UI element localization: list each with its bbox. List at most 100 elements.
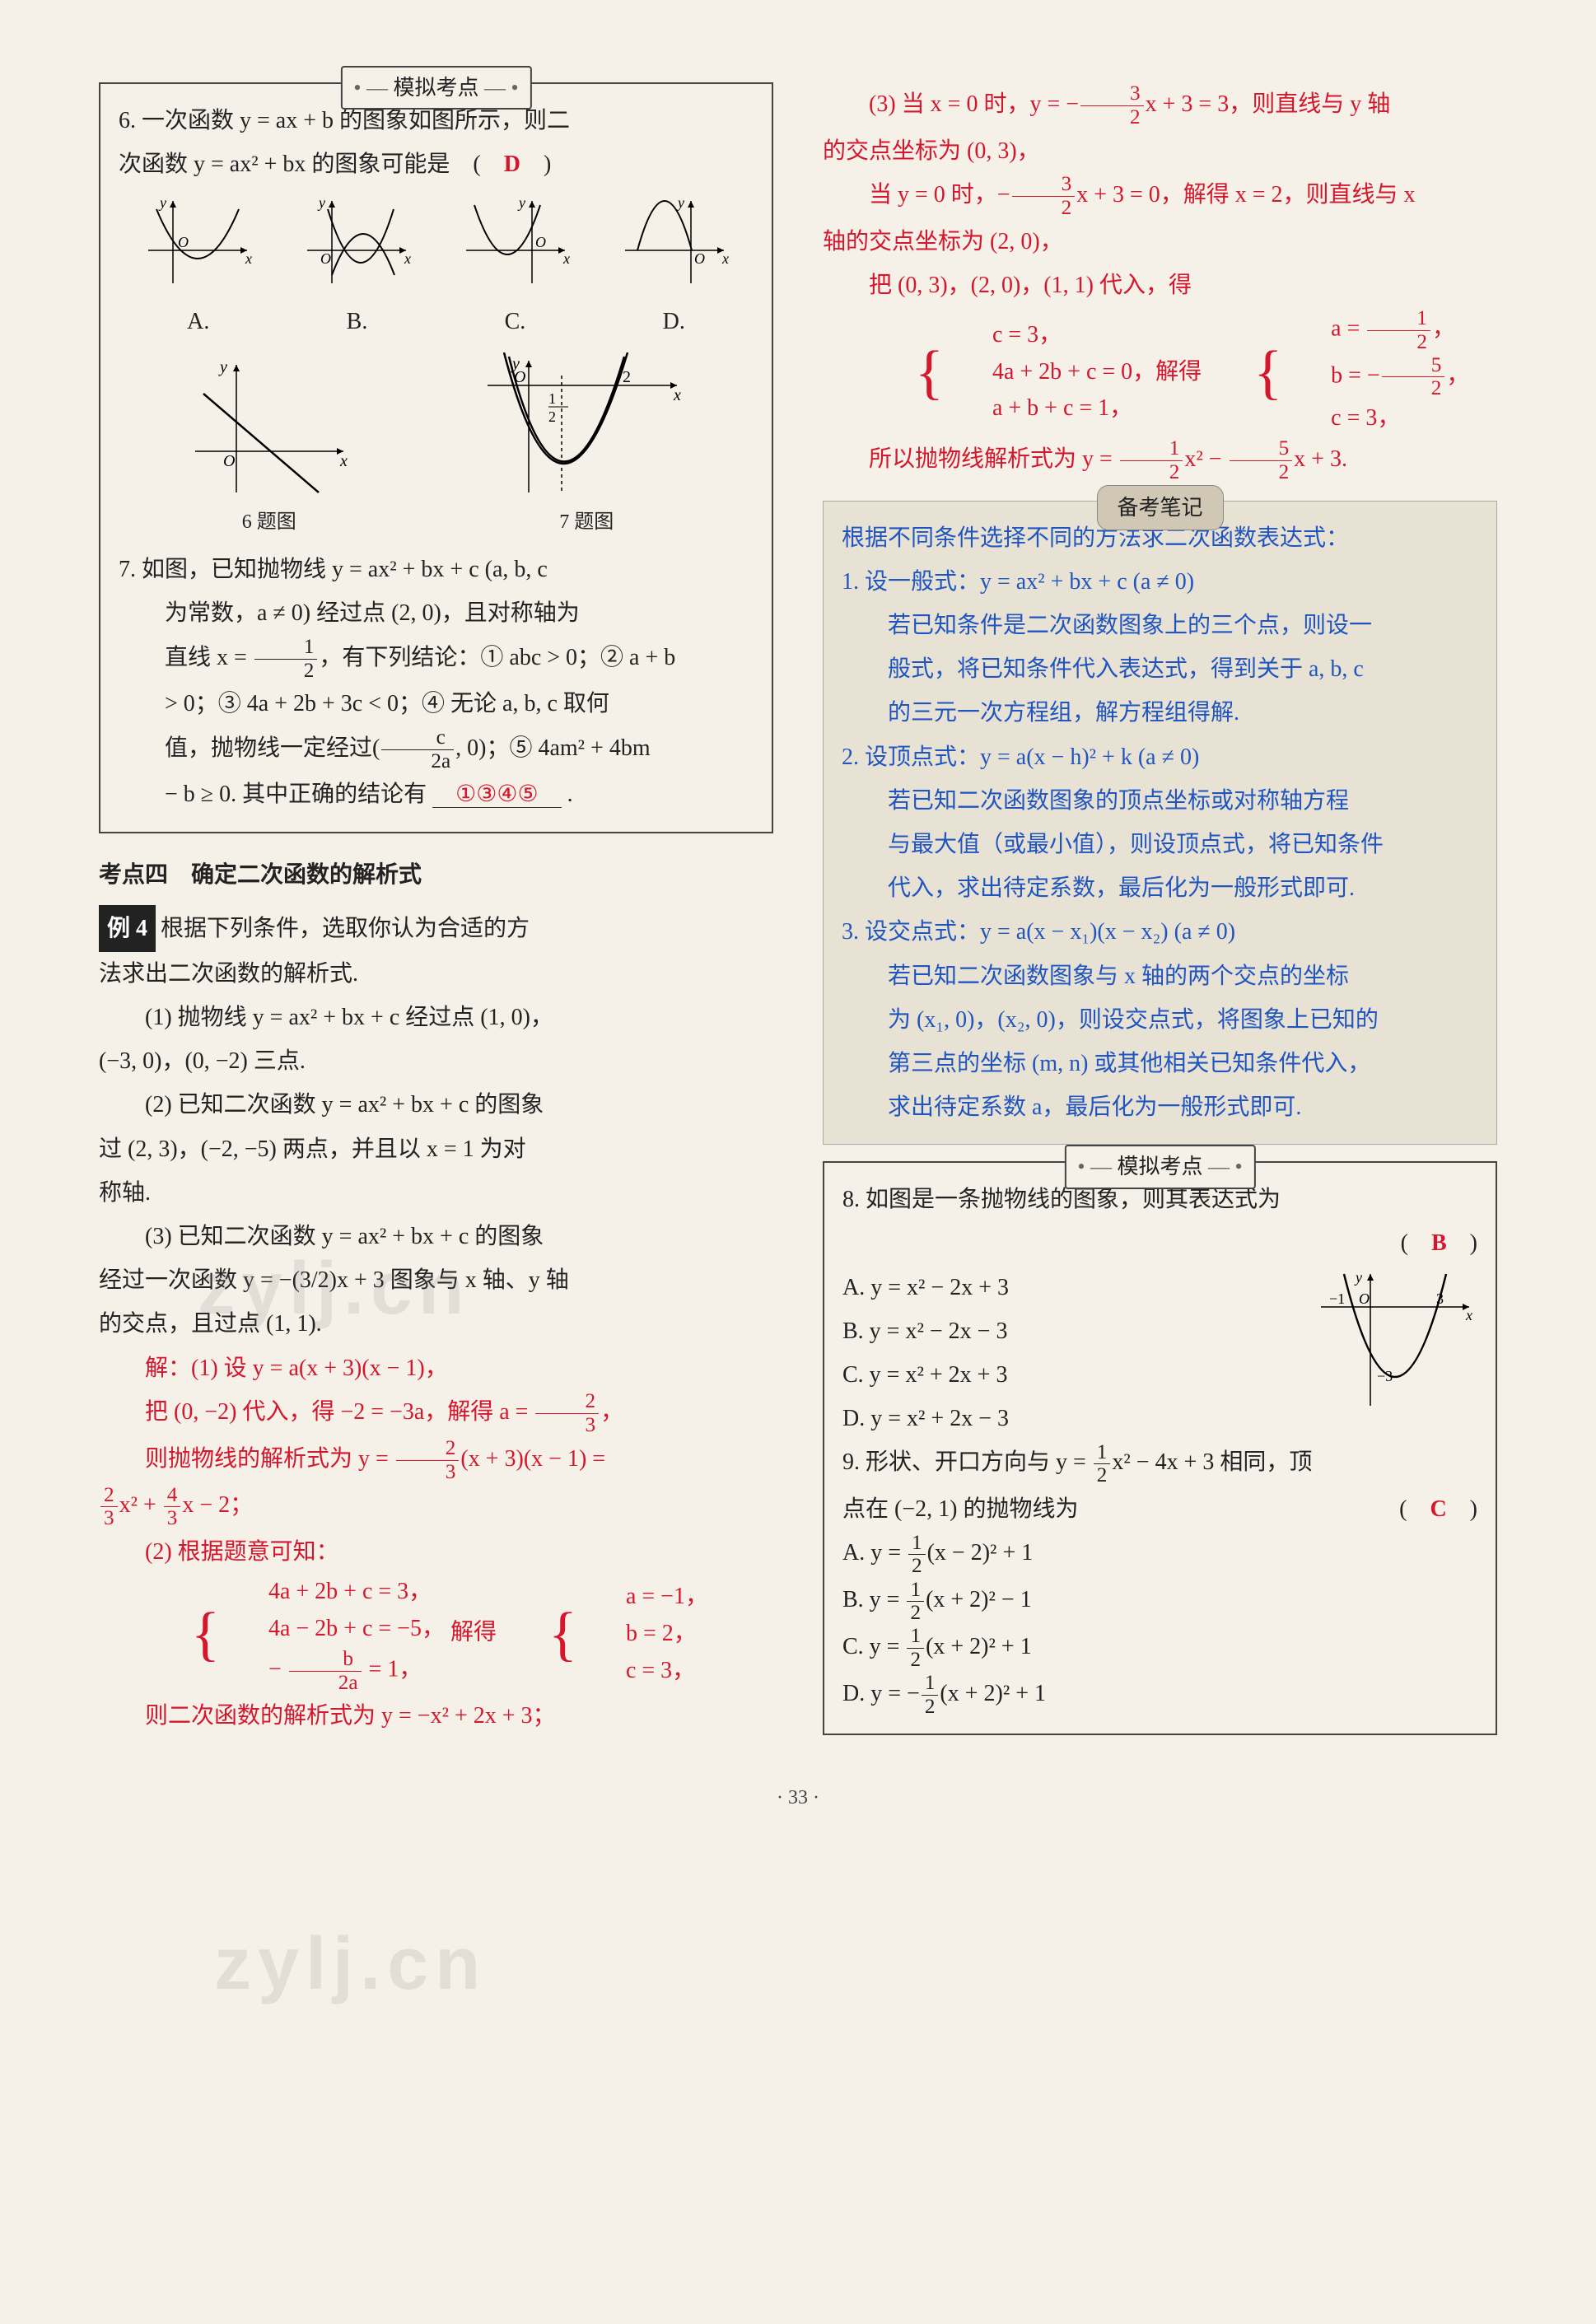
svg-text:x: x	[339, 452, 348, 470]
q8-body: A. y = x² − 2x + 3 B. y = x² − 2x − 3 C.…	[842, 1266, 1477, 1441]
parabola-c-icon: O x y	[458, 193, 573, 292]
svg-text:O: O	[694, 250, 705, 267]
q8-a: A. y = x² − 2x + 3	[842, 1266, 1296, 1309]
q7: 7. 如图，已知抛物线 y = ax² + bx + c (a, b, c 为常…	[119, 548, 754, 816]
page-two-column: 模拟考点 6. 一次函数 y = ax + b 的图象如图所示，则二 次函数 y…	[99, 82, 1497, 1755]
notes-content: 根据不同条件选择不同的方法求二次函数表达式： 1. 设一般式：y = ax² +…	[842, 516, 1478, 1130]
brace-icon: {	[869, 348, 944, 396]
ex4-line1: 例 4根据下列条件，选取你认为合适的方	[99, 905, 773, 952]
eq-system-3: { c = 3， 4a + 2b + c = 0，解得 a + b + c = …	[823, 307, 1497, 437]
ex4-line2: 法求出二次函数的解析式.	[99, 952, 773, 996]
parabola-d-icon: O x y	[617, 193, 732, 292]
eq-system-2: { 4a + 2b + c = 3， 4a − 2b + c = −5， − b…	[99, 1574, 773, 1694]
svg-text:y: y	[1354, 1269, 1362, 1286]
q9-c: C. y = 12(x + 2)² + 1	[842, 1625, 1477, 1672]
svg-text:−1: −1	[1329, 1290, 1345, 1307]
box-title-2: 模拟考点	[1064, 1145, 1255, 1188]
q9-b: B. y = 12(x + 2)² − 1	[842, 1578, 1477, 1625]
choice-a: A.	[187, 300, 209, 343]
p2c: 称轴.	[99, 1171, 773, 1215]
r3-l4: 轴的交点坐标为 (2, 0)，	[823, 220, 1497, 264]
notes-title: 备考笔记	[1096, 485, 1223, 530]
graph-B: O x y	[299, 193, 414, 292]
svg-text:y: y	[218, 358, 227, 376]
q7-answer: ①③④⑤	[432, 782, 561, 808]
q8-ans-line: ( B )	[842, 1221, 1477, 1265]
q6-answer: D	[504, 152, 520, 177]
q7-l4: > 0；③ 4a + 2b + 3c < 0；④ 无论 a, b, c 取何	[119, 682, 754, 726]
kd4-heading: 考点四 确定二次函数的解析式	[99, 853, 773, 897]
graph-C: O x y	[458, 193, 573, 292]
q6-choice-graphs: O x y O x	[119, 193, 754, 292]
q9-answer: C	[1430, 1496, 1446, 1522]
svg-text:y: y	[317, 194, 325, 211]
left-column: 模拟考点 6. 一次函数 y = ax + b 的图象如图所示，则二 次函数 y…	[99, 82, 773, 1755]
svg-text:2: 2	[623, 368, 631, 386]
graph-D: O x y	[617, 193, 732, 292]
q8: 8. 如图是一条抛物线的图象，则其表达式为 ( B ) A. y = x² − …	[842, 1178, 1477, 1440]
choice-c: C.	[505, 300, 526, 343]
q8-b: B. y = x² − 2x − 3	[842, 1309, 1296, 1353]
q6-choice-labels: A. B. C. D.	[119, 300, 754, 343]
p3b: 经过一次函数 y = −(3/2)x + 3 图象与 x 轴、y 轴	[99, 1258, 773, 1302]
q6-q7-stem-graphs: O x y 6 题图 O	[119, 352, 754, 542]
parabola-8-icon: O x y −1 3 −3	[1313, 1266, 1477, 1414]
q9: 9. 形状、开口方向与 y = 12x² − 4x + 3 相同，顶 点在 (−…	[842, 1440, 1477, 1718]
r3-l5: 把 (0, 3)，(2, 0)，(1, 1) 代入，得	[823, 264, 1497, 307]
svg-text:O: O	[223, 452, 235, 470]
p3a: (3) 已知二次函数 y = ax² + bx + c 的图象	[99, 1215, 773, 1258]
r3-l1: (3) 当 x = 0 时，y = −32x + 3 = 3，则直线与 y 轴	[823, 82, 1497, 129]
s4: 23x² + 43x − 2；	[99, 1483, 773, 1530]
choice-b: B.	[347, 300, 368, 343]
p2a: (2) 已知二次函数 y = ax² + bx + c 的图象	[99, 1083, 773, 1127]
caption-6: 6 题图	[179, 504, 360, 542]
svg-text:y: y	[676, 194, 684, 211]
q6: 6. 一次函数 y = ax + b 的图象如图所示，则二 次函数 y = ax…	[119, 99, 754, 541]
q8-answer: B	[1431, 1230, 1447, 1256]
q9-l2: 点在 (−2, 1) 的抛物线为 ( C )	[842, 1487, 1477, 1531]
s2: 把 (0, −2) 代入，得 −2 = −3a，解得 a = 23，	[99, 1390, 773, 1437]
svg-text:1: 1	[548, 390, 556, 407]
r3-l2: 的交点坐标为 (0, 3)，	[823, 129, 1497, 173]
solution-red-1: 解：(1) 设 y = a(x + 3)(x − 1)， 把 (0, −2) 代…	[99, 1346, 773, 1738]
svg-text:y: y	[158, 194, 166, 211]
parabola-b-icon: O x y	[299, 193, 414, 292]
page-number: · 33 ·	[99, 1780, 1497, 1818]
q9-d: D. y = −12(x + 2)² + 1	[842, 1672, 1477, 1719]
watermark-2: zylj.cn	[214, 1894, 487, 2035]
q8-graph: O x y −1 3 −3	[1313, 1266, 1477, 1414]
parabola-7-icon: O x y 1 2 2	[479, 352, 693, 501]
p1a: (1) 抛物线 y = ax² + bx + c 经过点 (1, 0)，	[99, 996, 773, 1039]
s3: 则抛物线的解析式为 y = 23(x + 3)(x − 1) =	[99, 1437, 773, 1484]
parabola-a-icon: O x y	[140, 193, 255, 292]
graph-7-stem: O x y 1 2 2 7 题图	[479, 352, 693, 542]
p2b: 过 (2, 3)，(−2, −5) 两点，并且以 x = 1 为对	[99, 1127, 773, 1171]
svg-text:O: O	[1359, 1290, 1370, 1307]
p1b: (−3, 0)，(0, −2) 三点.	[99, 1039, 773, 1083]
example-4: 例 4根据下列条件，选取你认为合适的方 法求出二次函数的解析式. (1) 抛物线…	[99, 905, 773, 1346]
box-title: 模拟考点	[340, 66, 531, 110]
q6-line2: 次函数 y = ax² + bx 的图象可能是 ( D )	[119, 142, 754, 186]
r3-final: 所以抛物线解析式为 y = 12x² − 52x + 3.	[823, 437, 1497, 484]
brace-icon: {	[502, 1610, 577, 1658]
svg-text:x: x	[1465, 1307, 1472, 1323]
q8-choices: A. y = x² − 2x + 3 B. y = x² − 2x − 3 C.…	[842, 1266, 1296, 1441]
q9-a: A. y = 12(x − 2)² + 1	[842, 1531, 1477, 1578]
svg-text:x: x	[673, 386, 681, 404]
q7-l3: 直线 x = 12，有下列结论：① abc > 0；② a + b	[119, 636, 754, 683]
caption-7: 7 题图	[479, 504, 693, 542]
q7-l2: 为常数，a ≠ 0) 经过点 (2, 0)，且对称轴为	[119, 591, 754, 635]
r3-l3: 当 y = 0 时，−32x + 3 = 0，解得 x = 2，则直线与 x	[823, 173, 1497, 220]
s6: 则二次函数的解析式为 y = −x² + 2x + 3；	[99, 1694, 773, 1738]
svg-text:O: O	[535, 234, 546, 250]
p3c: 的交点，且过点 (1, 1).	[99, 1302, 773, 1346]
q9-l1: 9. 形状、开口方向与 y = 12x² − 4x + 3 相同，顶	[842, 1440, 1477, 1487]
svg-text:O: O	[320, 250, 331, 267]
q7-l5: 值，抛物线一定经过(c2a, 0)；⑤ 4am² + 4bm	[119, 726, 754, 773]
svg-text:y: y	[517, 194, 525, 211]
exam-box-right: 模拟考点 8. 如图是一条抛物线的图象，则其表达式为 ( B ) A. y = …	[823, 1161, 1497, 1734]
exam-box-left: 模拟考点 6. 一次函数 y = ax + b 的图象如图所示，则二 次函数 y…	[99, 82, 773, 833]
svg-text:2: 2	[548, 408, 556, 425]
notes-box: 备考笔记 根据不同条件选择不同的方法求二次函数表达式： 1. 设一般式：y = …	[823, 501, 1497, 1146]
svg-text:x: x	[245, 250, 252, 267]
